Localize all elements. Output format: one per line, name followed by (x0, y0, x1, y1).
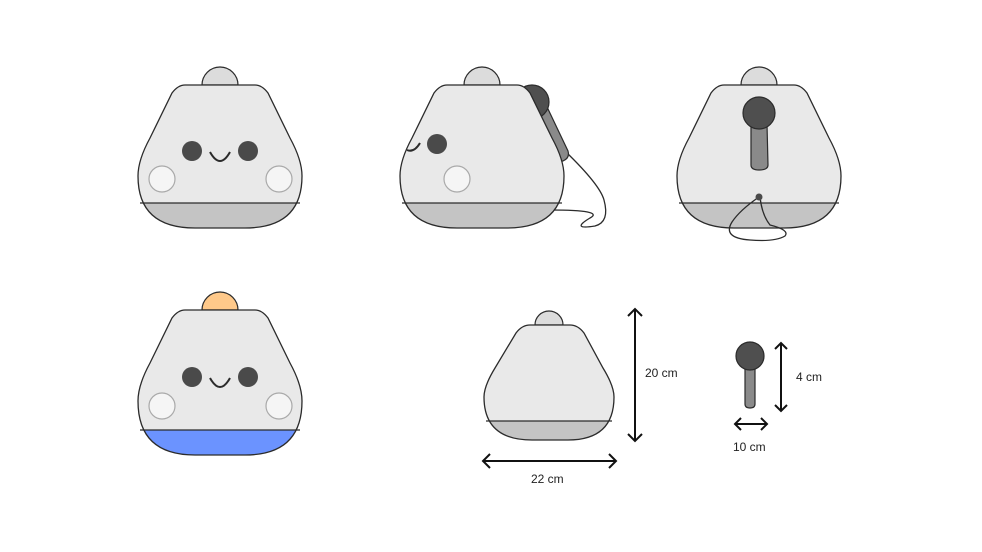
right-cheek (265, 392, 293, 420)
speaker-body (484, 325, 614, 440)
left-cheek (148, 165, 176, 193)
left-cheek (148, 392, 176, 420)
mic-height-arrow (774, 341, 788, 413)
speaker-highlighted-view (137, 291, 303, 456)
top-knob (201, 66, 239, 86)
speaker-body (138, 310, 302, 455)
right-cheek (265, 165, 293, 193)
right-eye (238, 141, 258, 161)
speaker-body (400, 85, 564, 228)
speaker-side-view (399, 66, 607, 229)
mic-head (742, 96, 776, 130)
speaker-front-view (137, 66, 303, 229)
cable-port (755, 193, 763, 201)
left-eye (182, 141, 202, 161)
left-eye (182, 367, 202, 387)
right-eye (238, 367, 258, 387)
speaker-dimension-view: 20 cm 22 cm (481, 307, 678, 486)
mic-width-label: 10 cm (733, 440, 766, 454)
side-cheek (443, 165, 471, 193)
speaker-base (484, 421, 614, 440)
height-arrow (627, 307, 643, 443)
mic-head (735, 341, 765, 371)
mic-cable (728, 196, 787, 242)
top-knob (534, 310, 564, 326)
height-label: 20 cm (645, 366, 678, 380)
mic-handle (750, 123, 769, 171)
mic-width-arrow (733, 417, 769, 431)
top-knob (463, 66, 501, 86)
width-label: 22 cm (531, 472, 564, 486)
microphone: 4 cm 10 cm (733, 341, 822, 454)
top-knob (740, 66, 778, 86)
smile (209, 377, 231, 388)
side-eye (427, 134, 447, 154)
mic-handle (744, 367, 756, 409)
mic-cable (549, 151, 607, 228)
speaker-back-view (676, 66, 842, 242)
mic-height-label: 4 cm (796, 370, 822, 384)
side-smile (406, 142, 421, 152)
speaker-body (138, 85, 302, 228)
smile (209, 151, 231, 162)
top-knob-highlighted (201, 291, 239, 311)
width-arrow (481, 453, 618, 469)
